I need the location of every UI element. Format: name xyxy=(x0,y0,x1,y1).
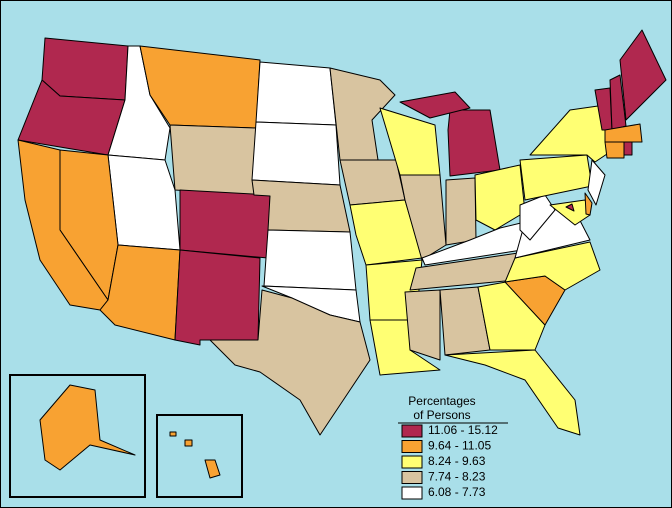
state xyxy=(504,241,601,291)
legend-swatch xyxy=(401,471,423,484)
state xyxy=(604,141,625,159)
alaska-inset xyxy=(9,374,146,498)
state xyxy=(604,123,643,143)
legend-swatch xyxy=(401,440,423,453)
state xyxy=(445,177,477,246)
legend-label: 9.64 - 11.05 xyxy=(428,439,491,453)
legend-label: 11.06 - 15.12 xyxy=(428,423,498,437)
state xyxy=(477,281,546,351)
state xyxy=(169,431,177,437)
legend-label: 8.24 - 9.63 xyxy=(428,454,486,468)
state xyxy=(39,384,136,471)
state xyxy=(623,141,633,156)
state xyxy=(447,109,501,177)
state xyxy=(204,459,221,479)
state xyxy=(474,164,526,231)
state xyxy=(251,121,341,186)
state xyxy=(174,249,261,346)
state xyxy=(619,29,667,121)
legend-swatch xyxy=(401,486,423,500)
legend: 11.06 - 15.12 9.64 - 11.058.24 - 9.63 7.74… xyxy=(401,423,498,500)
state xyxy=(41,37,129,101)
state xyxy=(404,289,441,361)
state xyxy=(584,192,593,216)
state xyxy=(255,61,337,126)
state xyxy=(399,91,471,119)
state xyxy=(349,199,423,266)
state xyxy=(184,439,193,447)
state xyxy=(587,159,606,206)
state xyxy=(169,124,257,196)
legend-swatch xyxy=(401,455,423,469)
state xyxy=(339,159,406,206)
legend-label: 6.08 - 7.73 xyxy=(428,485,486,499)
state xyxy=(444,349,581,436)
states xyxy=(17,29,667,479)
legend-swatch xyxy=(401,424,423,438)
hawaii-inset xyxy=(156,414,243,498)
state xyxy=(263,229,357,291)
state xyxy=(179,189,271,259)
state xyxy=(399,174,447,261)
legend-title: Percentages xyxy=(408,394,475,408)
state xyxy=(565,203,575,212)
legend-title: of Persons xyxy=(413,408,470,422)
state xyxy=(209,289,371,436)
legend-label: 7.74 - 8.23 xyxy=(428,470,486,484)
